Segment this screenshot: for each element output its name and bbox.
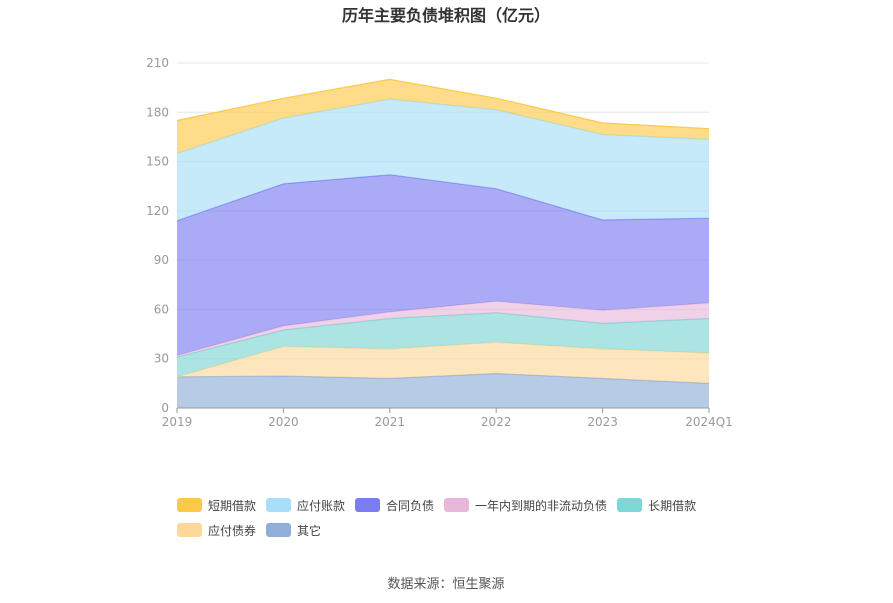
x-tick-label: 2019	[162, 415, 193, 429]
y-tick-label: 180	[146, 105, 169, 119]
x-tick-label: 2023	[587, 415, 618, 429]
legend-item[interactable]: 短期借款	[177, 498, 256, 513]
legend-label: 应付账款	[297, 498, 345, 513]
x-tick-label: 2021	[375, 415, 406, 429]
legend-swatch	[177, 498, 202, 512]
legend-swatch	[444, 498, 470, 512]
y-tick-label: 210	[146, 56, 169, 70]
y-tick-label: 60	[154, 302, 169, 316]
legend-item[interactable]: 一年内到期的非流动负债	[444, 498, 607, 513]
y-tick-label: 30	[154, 352, 169, 366]
chart-title: 历年主要负债堆积图（亿元）	[342, 6, 550, 25]
y-tick-label: 90	[154, 253, 169, 267]
legend-swatch	[177, 523, 202, 537]
legend-item[interactable]: 应付账款	[266, 498, 345, 513]
x-tick-label: 2022	[481, 415, 512, 429]
area-series-4	[177, 174, 709, 356]
legend-label: 短期借款	[208, 499, 256, 513]
legend-swatch	[355, 498, 381, 512]
x-tick-label: 2024Q1	[685, 415, 733, 429]
legend-item[interactable]: 合同负债	[355, 498, 434, 513]
data-source: 数据来源：恒生聚源	[387, 577, 504, 592]
legend-label: 一年内到期的非流动负债	[475, 498, 607, 513]
area-series-5	[177, 99, 709, 221]
area-series-0	[177, 373, 709, 408]
legend-label: 应付债券	[208, 523, 256, 538]
series-line-6	[176, 78, 710, 130]
axes: 0 30 60 90 120 150 180 210 2019 2020 2021 2022 2023 2…	[146, 56, 733, 429]
y-tick-label: 150	[146, 155, 169, 169]
legend-swatch	[266, 498, 292, 512]
y-tick-label: 0	[161, 401, 169, 415]
area-layer	[176, 78, 710, 408]
x-tick-label: 2020	[268, 415, 299, 429]
area-series-2	[177, 312, 709, 377]
legend-item[interactable]: 其它	[266, 523, 321, 538]
legend-label: 合同负债	[386, 498, 434, 513]
area-series-1	[177, 342, 709, 384]
series-line-1	[176, 341, 710, 378]
legend-label: 长期借款	[648, 499, 696, 513]
legend-label: 其它	[297, 523, 321, 538]
legend-item[interactable]: 长期借款	[617, 498, 696, 513]
area-series-3	[177, 301, 709, 358]
y-tick-label: 120	[146, 204, 169, 218]
legend-swatch	[266, 523, 292, 537]
legend-swatch	[617, 498, 643, 512]
legend-item[interactable]: 应付债券	[177, 523, 256, 538]
area-series-6	[177, 79, 709, 154]
